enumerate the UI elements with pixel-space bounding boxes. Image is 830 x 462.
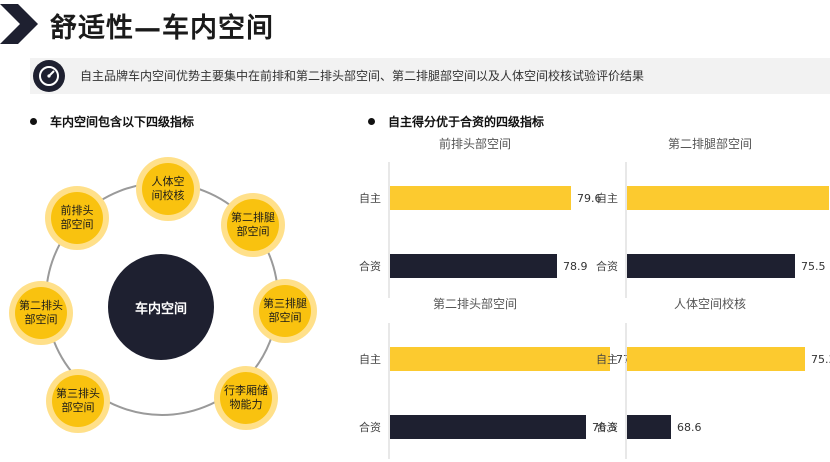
node-label: 第三排头 部空间 [52, 375, 104, 427]
bar [390, 254, 557, 278]
bar [627, 186, 829, 210]
title-arrow-icon [0, 4, 38, 44]
right-section-bullet [368, 118, 375, 125]
subtitle-box [30, 58, 830, 94]
node-third-row-legroom: 第三排腿 部空间 [253, 279, 317, 343]
node-front-headroom: 前排头 部空间 [45, 186, 109, 250]
category-label: 自主 [359, 192, 381, 205]
data-label: 76.5 [592, 421, 617, 434]
bar [390, 347, 610, 371]
bar [627, 347, 805, 371]
right-section-label: 自主得分优于合资的四级指标 [388, 115, 545, 129]
page-title: 舒适性—车内空间 [50, 13, 274, 44]
category-label: 合资 [596, 259, 618, 273]
data-label: 68.6 [677, 421, 702, 434]
bar [627, 415, 671, 439]
node-label: 第三排腿 部空间 [259, 285, 311, 337]
category-label: 自主 [596, 192, 618, 205]
data-label: 79.6 [577, 192, 602, 205]
data-label: 75.5 [801, 260, 826, 273]
bar [390, 186, 571, 210]
left-section-bullet [30, 118, 37, 125]
bar [390, 415, 586, 439]
node-label: 人体空 间校核 [142, 163, 194, 215]
node-label: 第二排腿 部空间 [227, 199, 279, 251]
chart-title: 前排头部空间 [439, 136, 511, 151]
node-label: 前排头 部空间 [51, 192, 103, 244]
chart-title: 第二排头部空间 [433, 296, 517, 311]
category-label: 自主 [596, 353, 618, 366]
bar [627, 254, 795, 278]
node-second-row-legroom: 第二排腿 部空间 [221, 193, 285, 257]
node-human-space: 人体空 间校核 [136, 157, 200, 221]
category-label: 合资 [359, 420, 381, 434]
left-section-label: 车内空间包含以下四级指标 [50, 115, 195, 129]
data-label: 75.3 [811, 353, 830, 366]
node-label: 第二排头 部空间 [15, 287, 67, 339]
center-circle: 车内空间 [108, 254, 214, 360]
node-label: 行李厢储 物能力 [220, 372, 272, 424]
speedometer-icon [33, 60, 65, 92]
chart-title: 人体空间校核 [674, 296, 746, 311]
chart-title: 第二排腿部空间 [668, 136, 752, 151]
category-label: 合资 [596, 420, 618, 434]
category-label: 自主 [359, 353, 381, 366]
category-label: 合资 [359, 259, 381, 273]
data-label: 78.9 [563, 260, 588, 273]
node-second-row-headroom: 第二排头 部空间 [9, 281, 73, 345]
subtitle-text: 自主品牌车内空间优势主要集中在前排和第二排头部空间、第二排腿部空间以及人体空间校… [80, 69, 645, 83]
node-third-row-headroom: 第三排头 部空间 [46, 369, 110, 433]
node-luggage-capacity: 行李厢储 物能力 [214, 366, 278, 430]
